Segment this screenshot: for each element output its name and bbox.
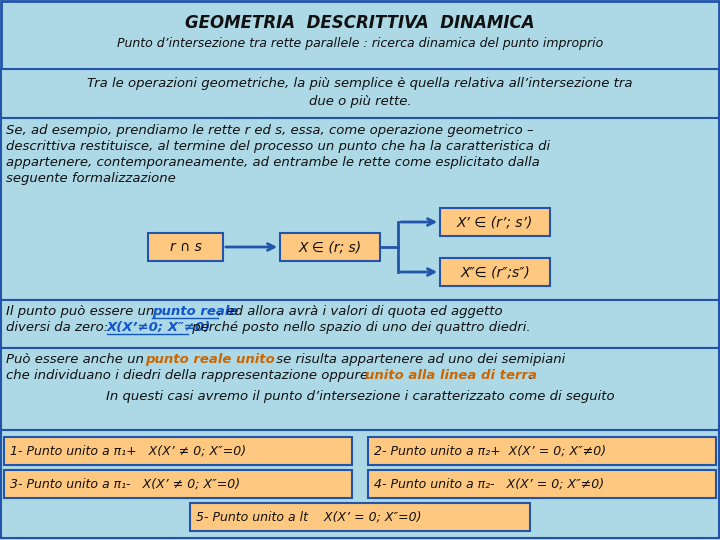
Text: descrittiva restituisce, al termine del processo un punto che ha la caratteristi: descrittiva restituisce, al termine del … <box>6 140 550 153</box>
Bar <box>1 430 719 538</box>
Bar <box>190 503 530 531</box>
Text: se risulta appartenere ad uno dei semipiani: se risulta appartenere ad uno dei semipi… <box>272 353 565 366</box>
Text: 5- Punto unito a lt    X(X’ = 0; X″=0): 5- Punto unito a lt X(X’ = 0; X″=0) <box>196 510 421 523</box>
Text: X(X’≠0; X″≠0): X(X’≠0; X″≠0) <box>107 321 211 334</box>
Bar <box>368 470 716 498</box>
Text: due o più rette.: due o più rette. <box>309 95 411 108</box>
Bar <box>1 118 719 300</box>
Text: Può essere anche un: Può essere anche un <box>6 353 148 366</box>
Bar <box>148 233 223 261</box>
Bar <box>280 233 380 261</box>
Text: appartenere, contemporaneamente, ad entrambe le rette come esplicitato dalla: appartenere, contemporaneamente, ad entr… <box>6 156 540 169</box>
Bar <box>440 208 550 236</box>
Text: X’ ∈ (r’; s’): X’ ∈ (r’; s’) <box>457 215 533 229</box>
Bar <box>440 258 550 286</box>
Text: punto reale: punto reale <box>152 305 238 318</box>
Text: diversi da zero:: diversi da zero: <box>6 321 112 334</box>
Bar <box>1 69 719 118</box>
Text: 3- Punto unito a π₁-   X(X’ ≠ 0; X″=0): 3- Punto unito a π₁- X(X’ ≠ 0; X″=0) <box>10 477 240 490</box>
Text: r ∩ s: r ∩ s <box>170 240 202 254</box>
Text: GEOMETRIA  DESCRITTIVA  DINAMICA: GEOMETRIA DESCRITTIVA DINAMICA <box>185 14 535 32</box>
Text: 1- Punto unito a π₁+   X(X’ ≠ 0; X″=0): 1- Punto unito a π₁+ X(X’ ≠ 0; X″=0) <box>10 444 246 457</box>
Text: Se, ad esempio, prendiamo le rette r ed s, essa, come operazione geometrico –: Se, ad esempio, prendiamo le rette r ed … <box>6 124 534 137</box>
Text: .: . <box>528 369 532 382</box>
Text: , ed allora avrà i valori di quota ed aggetto: , ed allora avrà i valori di quota ed ag… <box>218 305 503 318</box>
Text: Punto d’intersezione tra rette parallele : ricerca dinamica del punto improprio: Punto d’intersezione tra rette parallele… <box>117 37 603 50</box>
Bar <box>1 300 719 348</box>
Text: X″∈ (r″;s″): X″∈ (r″;s″) <box>460 265 530 279</box>
Text: 2- Punto unito a π₂+  X(X’ = 0; X″≠0): 2- Punto unito a π₂+ X(X’ = 0; X″≠0) <box>374 444 606 457</box>
Text: In questi casi avremo il punto d’intersezione i caratterizzato come di seguito: In questi casi avremo il punto d’interse… <box>106 390 614 403</box>
Text: 4- Punto unito a π₂-   X(X’ = 0; X″≠0): 4- Punto unito a π₂- X(X’ = 0; X″≠0) <box>374 477 604 490</box>
Text: che individuano i diedri della rappresentazione oppure: che individuano i diedri della rappresen… <box>6 369 372 382</box>
Bar <box>4 437 352 465</box>
Text: punto reale unito: punto reale unito <box>145 353 275 366</box>
Bar <box>1 348 719 430</box>
Text: perché posto nello spazio di uno dei quattro diedri.: perché posto nello spazio di uno dei qua… <box>188 321 531 334</box>
Text: Tra le operazioni geometriche, la più semplice è quella relativa all’intersezion: Tra le operazioni geometriche, la più se… <box>87 77 633 90</box>
Text: unito alla linea di terra: unito alla linea di terra <box>365 369 537 382</box>
Text: Il punto può essere un: Il punto può essere un <box>6 305 158 318</box>
Text: seguente formalizzazione: seguente formalizzazione <box>6 172 176 185</box>
Bar <box>1 1 719 69</box>
Bar <box>368 437 716 465</box>
Text: X ∈ (r; s): X ∈ (r; s) <box>298 240 361 254</box>
Bar <box>4 470 352 498</box>
